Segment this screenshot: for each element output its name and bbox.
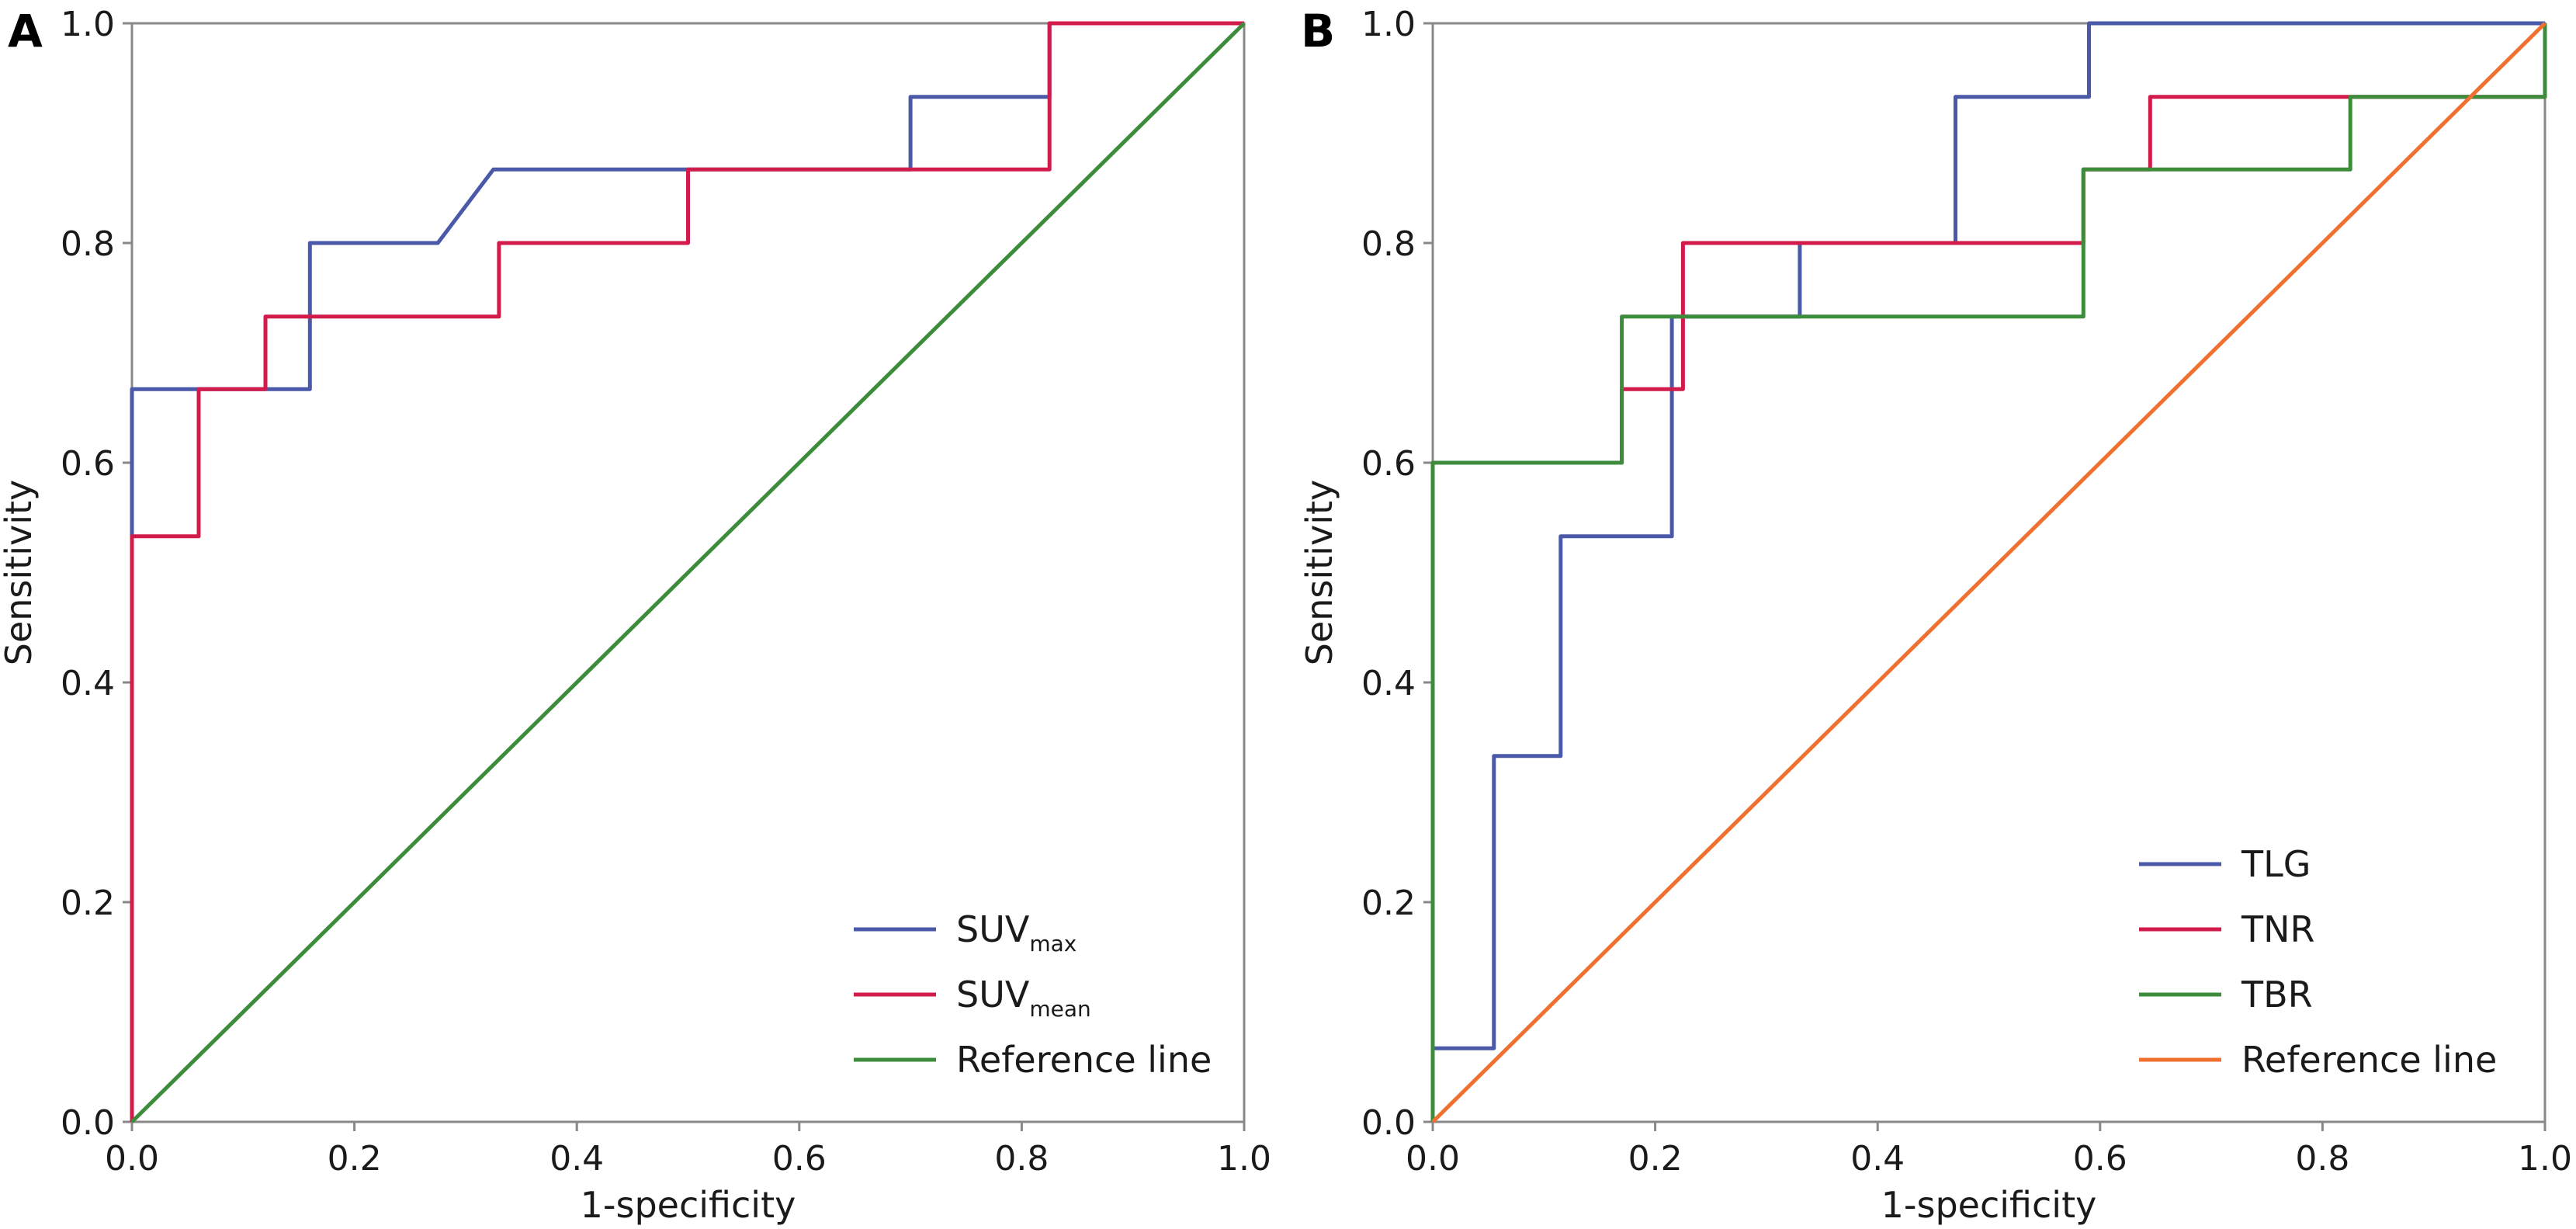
y-tick-label: 0.0 [1361,1103,1416,1143]
x-tick-label: 0.6 [772,1139,827,1179]
x-axis-title: 1-specificity [581,1184,796,1226]
x-tick-label: 0.4 [550,1139,604,1179]
series-line-suv-mean [130,21,1244,1122]
x-tick-label: 0.0 [105,1139,159,1179]
y-tick-label: 0.2 [1361,884,1416,923]
y-tick-label: 0.0 [61,1103,115,1143]
y-tick-label: 0.2 [61,884,115,923]
y-axis-title: Sensitivity [1298,480,1340,665]
y-tick-label: 0.8 [1361,224,1416,264]
x-tick-label: 0.2 [328,1139,382,1179]
y-tick-label: 0.4 [1361,664,1416,703]
legend-label: TLG [2241,843,2311,885]
x-tick-label: 0.8 [2295,1139,2349,1179]
x-tick-label: 1.0 [1217,1139,1271,1179]
x-tick-label: 0.0 [1406,1139,1460,1179]
legend: SUVmax SUVmean Reference line [854,908,1212,1081]
panel-letter: B [1301,5,1335,57]
y-tick-label: 1.0 [1361,5,1416,44]
series-line-reference-line [1431,22,2547,1123]
chart-panel-a: A 0.0 0.2 0.4 0.6 0.8 1.0 0.0 0.2 0.4 0.6 0.8 1.0 1-s… [0,5,1271,1226]
series-line-tbr [1430,23,2547,1122]
y-tick-label: 0.8 [61,224,115,264]
legend-label: Reference line [2241,1039,2497,1081]
legend-label: SUVmax [956,908,1077,956]
x-tick-label: 0.6 [2073,1139,2127,1179]
legend-label: TBR [2241,974,2313,1015]
y-tick-label: 0.6 [1361,444,1416,484]
legend: TLG TNR TBR Reference line [2139,843,2497,1081]
panel-letter: A [8,5,43,57]
series-line-reference-line [130,22,1246,1123]
y-tick-label: 0.4 [61,664,115,703]
chart-panel-b: B 0.0 0.2 0.4 0.6 0.8 1.0 0.0 0.2 0.4 0.6 0.8 1.0 1-s… [1298,5,2572,1226]
legend-label: TNR [2241,908,2314,950]
y-tick-label: 0.6 [61,444,115,484]
x-tick-label: 0.4 [1850,1139,1905,1179]
x-tick-label: 1.0 [2518,1139,2572,1179]
x-axis-title: 1-specificity [1881,1184,2097,1226]
legend-label: SUVmean [956,974,1091,1022]
y-axis-title: Sensitivity [0,480,40,665]
x-tick-label: 0.2 [1628,1139,1683,1179]
legend-label: Reference line [956,1039,1212,1081]
x-tick-label: 0.8 [994,1139,1049,1179]
y-tick-label: 1.0 [61,5,115,44]
